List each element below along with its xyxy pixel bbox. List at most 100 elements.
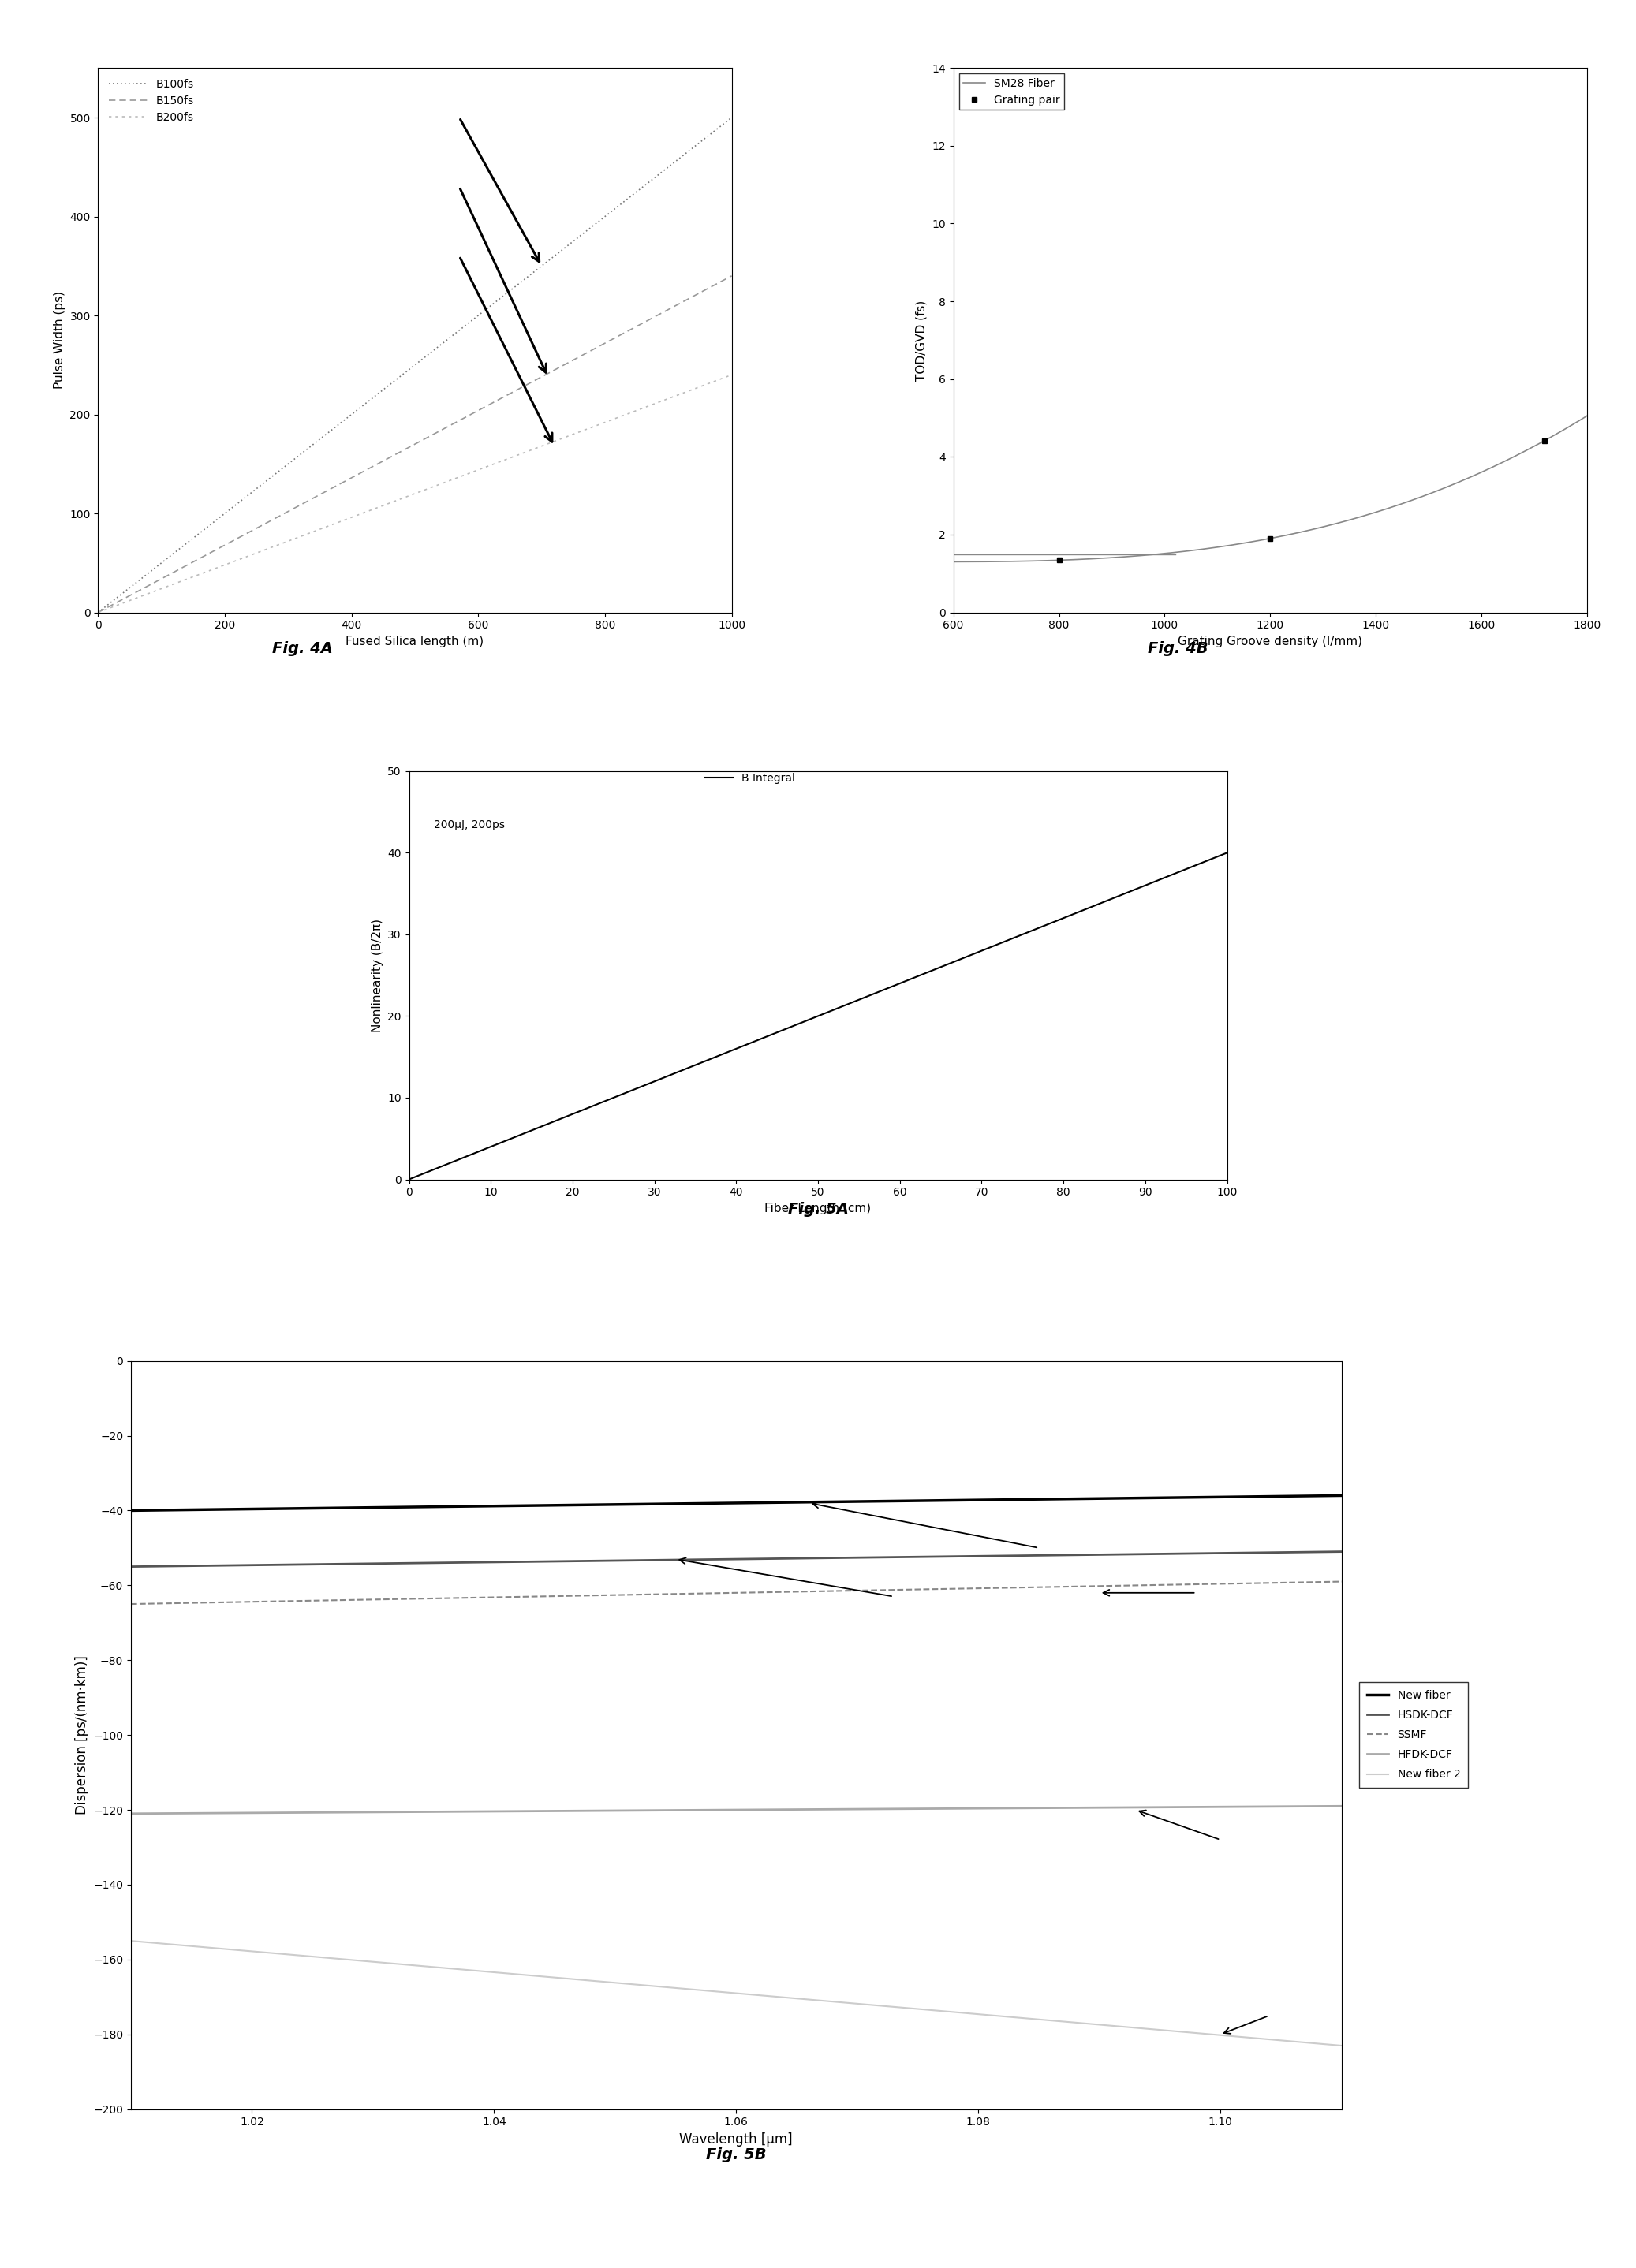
HFDK-DCF — [1114, 1794, 1134, 1821]
Y-axis label: Dispersion [ps/(nm·km)]: Dispersion [ps/(nm·km)] — [75, 1656, 88, 1814]
HSDK-DCF — [703, 1547, 723, 1574]
X-axis label: Grating Groove density (l/mm): Grating Groove density (l/mm) — [1178, 635, 1363, 646]
B150fs — [389, 440, 409, 467]
B150fs — [465, 399, 484, 426]
B100fs — [721, 104, 741, 132]
B200fs — [389, 485, 409, 513]
New fiber — [695, 1490, 715, 1517]
Grating pair — [1260, 524, 1279, 551]
Y-axis label: Nonlinearity (B/2π): Nonlinearity (B/2π) — [371, 919, 383, 1032]
Line: B150fs: B150fs — [98, 277, 731, 612]
HFDK-DCF — [695, 1796, 715, 1823]
B200fs — [707, 367, 726, 395]
Legend: New fiber, HSDK-DCF, SSMF, HFDK-DCF, New fiber 2: New fiber, HSDK-DCF, SSMF, HFDK-DCF, New… — [1360, 1683, 1467, 1787]
New fiber 2 — [775, 1984, 795, 2012]
Legend: B Integral: B Integral — [700, 769, 800, 789]
HFDK-DCF — [841, 1796, 861, 1823]
SSMF — [775, 1579, 795, 1606]
HSDK-DCF — [1114, 1540, 1134, 1567]
B200fs — [88, 599, 108, 626]
New fiber 2 — [695, 1978, 715, 2005]
Text: Fig. 4B: Fig. 4B — [1148, 642, 1207, 655]
B100fs — [432, 331, 452, 358]
SSMF — [695, 1581, 715, 1608]
SM28 Fiber — [944, 549, 964, 576]
Text: Fig. 4A: Fig. 4A — [272, 642, 334, 655]
B100fs — [393, 361, 412, 388]
HFDK-DCF — [1332, 1792, 1351, 1819]
Text: Fig. 5A: Fig. 5A — [787, 1202, 849, 1216]
New fiber — [121, 1497, 141, 1524]
Line: Grating pair: Grating pair — [1057, 438, 1548, 562]
HFDK-DCF — [121, 1801, 141, 1828]
Text: Fig. 5B: Fig. 5B — [707, 2148, 766, 2161]
B150fs — [607, 322, 627, 349]
Y-axis label: TOD/GVD (fs): TOD/GVD (fs) — [916, 299, 928, 381]
HSDK-DCF — [841, 1545, 861, 1572]
B150fs — [721, 263, 741, 290]
X-axis label: Fiber Length (cm): Fiber Length (cm) — [764, 1202, 872, 1213]
Line: B200fs: B200fs — [98, 374, 731, 612]
SM28 Fiber — [1577, 401, 1597, 429]
B200fs — [607, 404, 627, 431]
B100fs — [465, 304, 484, 331]
Grating pair — [1049, 547, 1068, 574]
SM28 Fiber — [1055, 547, 1075, 574]
New fiber 2 — [1302, 2030, 1322, 2057]
HFDK-DCF — [703, 1796, 723, 1823]
B100fs — [389, 363, 409, 390]
SSMF — [121, 1590, 141, 1617]
HSDK-DCF — [695, 1547, 715, 1574]
Line: SSMF: SSMF — [131, 1581, 1342, 1603]
Legend: B100fs, B150fs, B200fs: B100fs, B150fs, B200fs — [103, 73, 200, 129]
New fiber 2 — [1332, 2032, 1351, 2059]
New fiber — [703, 1490, 723, 1517]
B200fs — [432, 469, 452, 497]
New fiber — [775, 1488, 795, 1515]
New fiber 2 — [703, 1978, 723, 2005]
HFDK-DCF — [1302, 1792, 1322, 1819]
SSMF — [841, 1576, 861, 1603]
SSMF — [703, 1579, 723, 1606]
HFDK-DCF — [775, 1796, 795, 1823]
HSDK-DCF — [775, 1545, 795, 1572]
X-axis label: Fused Silica length (m): Fused Silica length (m) — [345, 635, 484, 646]
SSMF — [1114, 1572, 1134, 1599]
HSDK-DCF — [121, 1554, 141, 1581]
New fiber — [1332, 1481, 1351, 1508]
Line: New fiber: New fiber — [131, 1495, 1342, 1510]
B200fs — [721, 361, 741, 388]
SM28 Fiber — [1106, 544, 1126, 572]
Legend: SM28 Fiber, Grating pair: SM28 Fiber, Grating pair — [959, 73, 1065, 109]
HSDK-DCF — [1332, 1538, 1351, 1565]
New fiber 2 — [841, 1989, 861, 2016]
B100fs — [607, 193, 627, 220]
SM28 Fiber — [1420, 481, 1440, 508]
New fiber — [1114, 1486, 1134, 1513]
B150fs — [88, 599, 108, 626]
B200fs — [393, 485, 412, 513]
Line: New fiber 2: New fiber 2 — [131, 1941, 1342, 2046]
B100fs — [707, 116, 726, 143]
Line: HFDK-DCF: HFDK-DCF — [131, 1805, 1342, 1814]
SSMF — [1302, 1569, 1322, 1597]
B150fs — [393, 438, 412, 465]
Y-axis label: Pulse Width (ps): Pulse Width (ps) — [54, 290, 65, 390]
Text: 200μJ, 200ps: 200μJ, 200ps — [434, 819, 504, 830]
Line: SM28 Fiber: SM28 Fiber — [954, 415, 1587, 562]
SM28 Fiber — [1230, 531, 1250, 558]
New fiber — [841, 1488, 861, 1515]
B150fs — [432, 417, 452, 445]
SSMF — [1332, 1567, 1351, 1594]
New fiber — [1302, 1483, 1322, 1510]
X-axis label: Wavelength [μm]: Wavelength [μm] — [679, 2132, 793, 2146]
Line: B100fs: B100fs — [98, 118, 731, 612]
B150fs — [707, 270, 726, 297]
SM28 Fiber — [1366, 499, 1386, 526]
Grating pair — [1535, 426, 1554, 454]
New fiber 2 — [121, 1928, 141, 1955]
SM28 Fiber — [1317, 513, 1337, 540]
B100fs — [88, 599, 108, 626]
B200fs — [465, 458, 484, 485]
Line: HSDK-DCF: HSDK-DCF — [131, 1551, 1342, 1567]
